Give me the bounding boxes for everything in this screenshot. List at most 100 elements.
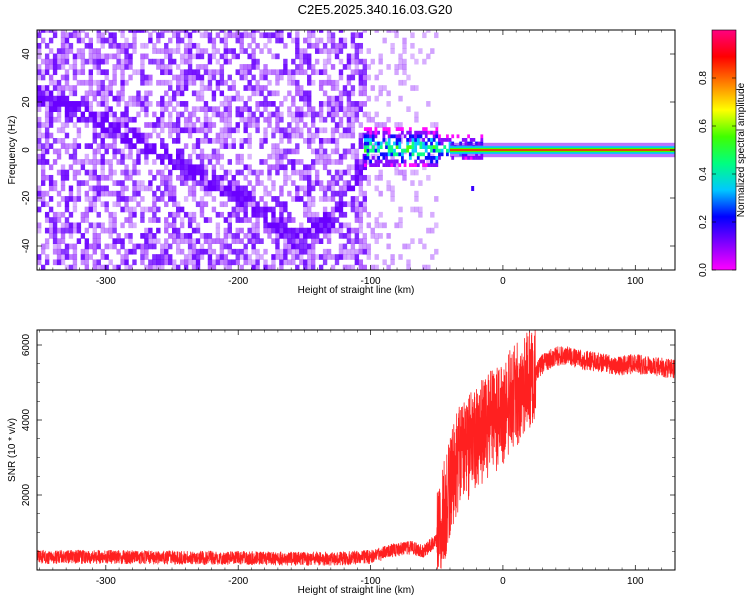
heatmap-cell xyxy=(164,217,169,223)
heatmap-cell xyxy=(175,248,181,255)
heatmap-cell xyxy=(350,127,356,134)
snr-frame xyxy=(36,329,676,571)
heatmap-cell xyxy=(128,153,133,160)
heatmap-cell xyxy=(350,227,356,234)
heatmap-cell xyxy=(44,259,50,266)
heatmap-cell xyxy=(172,164,177,171)
heatmap-cell xyxy=(231,211,236,218)
heatmap-cell xyxy=(377,145,380,149)
heatmap-cell xyxy=(303,206,308,213)
heatmap-cell xyxy=(330,159,336,165)
heatmap-cell xyxy=(60,64,66,70)
heatmap-cell xyxy=(342,153,348,160)
heatmap-cell xyxy=(291,37,296,44)
heatmap-cell xyxy=(251,53,256,60)
heatmap-cell xyxy=(219,259,225,266)
heatmap-cell xyxy=(346,58,352,65)
heatmap-cell xyxy=(96,79,101,86)
heatmap-cell xyxy=(299,227,304,234)
heatmap-cell xyxy=(291,69,296,76)
heatmap-cell xyxy=(440,138,444,142)
heatmap-cell xyxy=(247,116,252,123)
heatmap-cell xyxy=(156,32,161,39)
heatmap-cell xyxy=(37,122,42,128)
heatmap-cell xyxy=(88,69,93,76)
heatmap-cell xyxy=(72,90,78,97)
heatmap-cell xyxy=(148,79,153,86)
heatmap-cell xyxy=(168,259,173,266)
heatmap-cell xyxy=(471,186,475,191)
heatmap-cell xyxy=(346,90,352,97)
heatmap-cell xyxy=(247,106,252,112)
heatmap-cell xyxy=(72,111,78,118)
heatmap-cell xyxy=(175,101,181,107)
heatmap-cell xyxy=(44,174,50,181)
heatmap-cell xyxy=(255,42,260,49)
heatmap-cell xyxy=(432,163,436,167)
heatmap-cell xyxy=(148,122,153,128)
heatmap-cell xyxy=(402,42,407,49)
heatmap-cell xyxy=(112,190,117,197)
heatmap-cell xyxy=(393,152,396,157)
heatmap-cell xyxy=(303,169,308,176)
heatmap-cell xyxy=(299,106,304,112)
heatmap-cell xyxy=(295,238,300,244)
heatmap-cell xyxy=(88,48,93,54)
heatmap-cell xyxy=(362,58,367,65)
heatmap-cell xyxy=(44,132,50,139)
heatmap-cell xyxy=(88,206,93,213)
heatmap-cell xyxy=(191,185,197,192)
heatmap-cell xyxy=(219,174,225,181)
heatmap-cell xyxy=(235,227,240,234)
heatmap-cell xyxy=(307,101,312,107)
heatmap-cell xyxy=(422,164,427,171)
heatmap-cell xyxy=(219,116,225,123)
heatmap-cell xyxy=(322,259,328,266)
heatmap-cell xyxy=(310,42,316,49)
heatmap-cell xyxy=(156,79,161,86)
heatmap-cell xyxy=(40,95,46,102)
heatmap-cell xyxy=(267,227,272,234)
heatmap-cell xyxy=(219,185,225,192)
heatmap-cell xyxy=(363,148,367,153)
heatmap-cell xyxy=(346,264,352,270)
heatmap-cell xyxy=(168,111,173,118)
heatmap-cell xyxy=(60,85,66,91)
heatmap-cell xyxy=(267,222,272,229)
heatmap-cell xyxy=(207,238,213,244)
heatmap-cell xyxy=(369,134,373,139)
heatmap-cell xyxy=(259,138,264,144)
heatmap-cell xyxy=(239,64,244,70)
heatmap-cell xyxy=(140,95,145,102)
heatmap-cell xyxy=(243,248,248,255)
heatmap-cell xyxy=(338,122,344,128)
heatmap-cell xyxy=(191,217,197,223)
heatmap-cell xyxy=(362,85,367,91)
heatmap-cell xyxy=(326,111,332,118)
heatmap-cell xyxy=(144,159,149,165)
heatmap-cell xyxy=(160,153,165,160)
heatmap-cell xyxy=(112,217,117,223)
heatmap-cell xyxy=(350,143,356,149)
heatmap-cell xyxy=(402,48,407,54)
heatmap-cell xyxy=(124,164,129,171)
heatmap-cell xyxy=(370,264,375,270)
heatmap-cell xyxy=(354,196,360,202)
heatmap-cell xyxy=(96,148,101,155)
heatmap-cell xyxy=(175,174,181,181)
heatmap-cell xyxy=(271,132,276,139)
heatmap-cell xyxy=(207,259,213,266)
heatmap-cell xyxy=(215,159,221,165)
heatmap-cell xyxy=(326,180,332,186)
heatmap-cell xyxy=(267,169,272,176)
heatmap-cell xyxy=(362,74,367,81)
heatmap-cell xyxy=(427,138,431,142)
heatmap-cell xyxy=(152,42,157,49)
heatmap-cell xyxy=(435,148,439,153)
heatmap-cell xyxy=(144,74,149,81)
heatmap-cell xyxy=(406,148,410,153)
heatmap-cell xyxy=(152,243,157,250)
heatmap-cell xyxy=(422,163,425,167)
heatmap-cell xyxy=(387,141,391,146)
heatmap-cell xyxy=(199,254,205,260)
